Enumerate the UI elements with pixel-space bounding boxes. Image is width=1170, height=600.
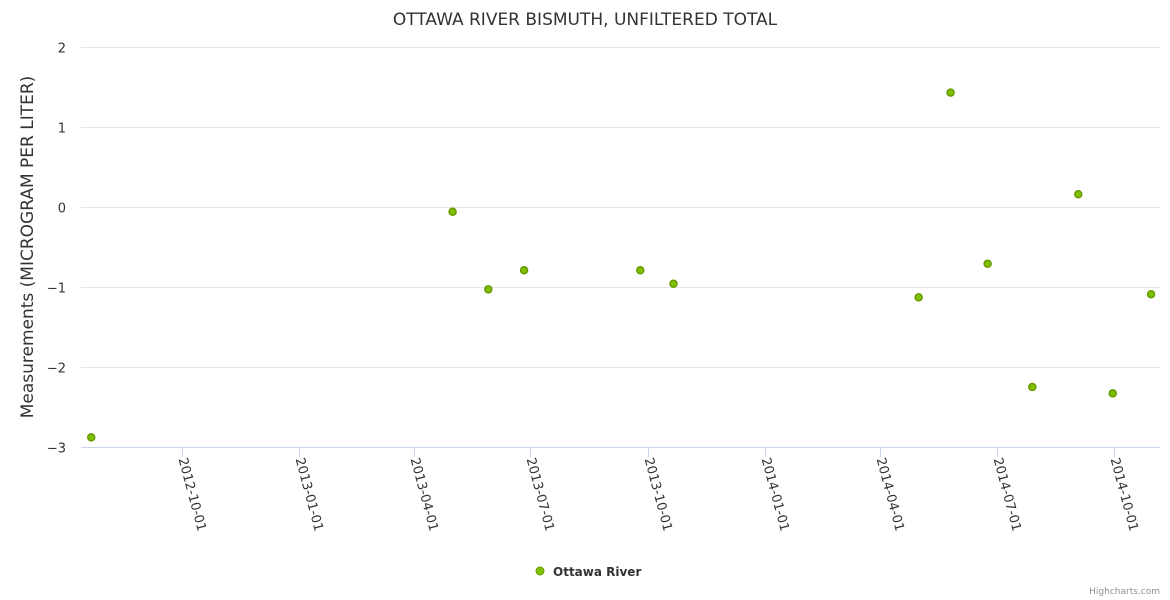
data-points — [86, 88, 1156, 442]
data-point[interactable] — [946, 88, 955, 97]
y-tick-label: −2 — [47, 362, 66, 377]
data-point[interactable] — [983, 259, 992, 269]
legend-marker-icon — [535, 566, 545, 576]
y-axis-label: Measurements (MICROGRAM PER LITER) — [18, 76, 38, 419]
chart-title: OTTAWA RIVER BISMUTH, UNFILTERED TOTAL — [393, 10, 778, 30]
x-tick-label: 2014-10-01 — [1107, 456, 1141, 533]
credits-link[interactable]: Highcharts.com — [1089, 587, 1160, 597]
y-axis-ticks: 2 1 0 −1 −2 −3 — [47, 42, 66, 457]
grid-lines — [81, 47, 1160, 448]
y-tick-label: 1 — [58, 122, 66, 137]
data-point[interactable] — [519, 265, 529, 275]
y-tick-label: 2 — [58, 42, 66, 57]
y-tick-label: −1 — [47, 282, 66, 297]
data-point[interactable] — [669, 279, 678, 289]
data-point[interactable] — [914, 293, 923, 302]
data-point[interactable] — [484, 285, 493, 294]
y-tick-label: 0 — [58, 202, 66, 217]
y-tick-label: −3 — [47, 442, 66, 457]
x-tick-label: 2013-04-01 — [407, 456, 441, 533]
data-point[interactable] — [1074, 189, 1083, 199]
x-tick-label: 2012-10-01 — [175, 456, 209, 533]
legend-label: Ottawa River — [553, 565, 641, 579]
data-point[interactable] — [1146, 289, 1156, 299]
data-point[interactable] — [1108, 389, 1118, 398]
x-tick-label: 2013-01-01 — [292, 456, 326, 533]
data-point[interactable] — [448, 207, 457, 217]
x-tick-label: 2013-10-01 — [641, 456, 675, 533]
legend-item-ottawa-river[interactable]: Ottawa River — [535, 565, 641, 579]
x-tick-label: 2013-07-01 — [523, 456, 557, 533]
data-point[interactable] — [86, 433, 96, 442]
x-tick-label: 2014-04-01 — [873, 456, 907, 533]
data-point[interactable] — [636, 265, 645, 275]
x-axis: 2012-10-01 2013-01-01 2013-04-01 2013-07-01… — [175, 447, 1141, 533]
data-point[interactable] — [1028, 382, 1037, 392]
x-tick-label: 2014-01-01 — [758, 456, 792, 533]
x-tick-label: 2014-07-01 — [990, 456, 1024, 533]
